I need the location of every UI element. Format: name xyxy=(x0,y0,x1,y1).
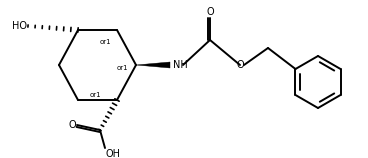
Text: or1: or1 xyxy=(116,65,128,71)
Text: O: O xyxy=(236,60,244,70)
Text: OH: OH xyxy=(105,149,120,158)
Text: HO: HO xyxy=(12,21,27,31)
Text: O: O xyxy=(68,120,76,130)
Text: O: O xyxy=(206,7,214,17)
Text: or1: or1 xyxy=(89,92,101,98)
Text: NH: NH xyxy=(173,60,188,70)
Polygon shape xyxy=(136,62,170,68)
Text: or1: or1 xyxy=(99,39,111,45)
